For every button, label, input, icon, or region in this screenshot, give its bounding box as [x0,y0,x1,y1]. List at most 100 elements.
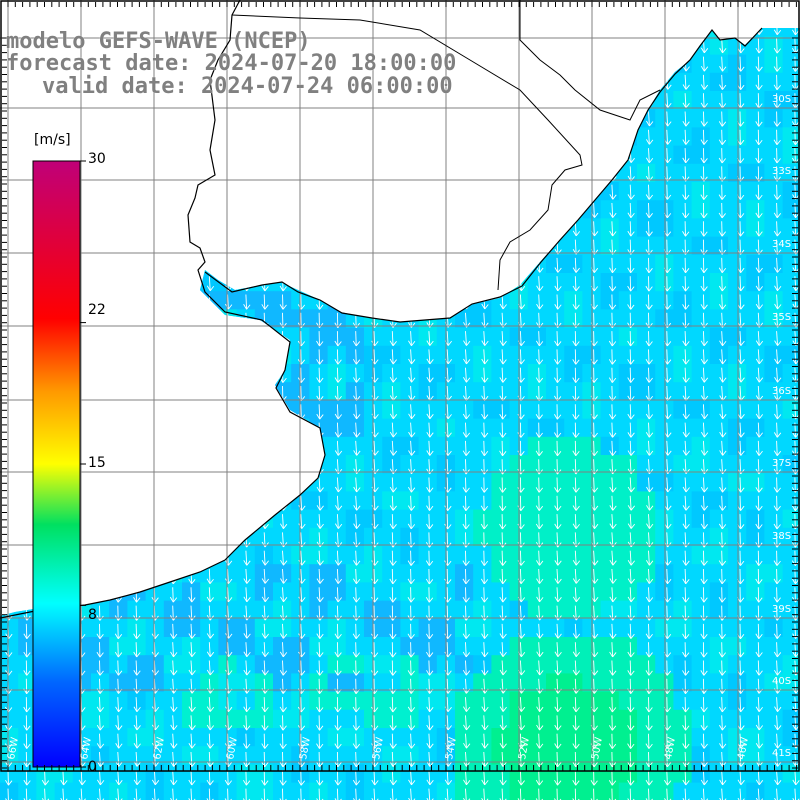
wave-arrow [316,404,324,420]
wave-arrow [279,312,287,328]
wave-arrow [645,623,653,639]
wave-arrow [682,770,690,786]
wave-arrow [389,587,397,603]
wave-arrow [700,733,708,749]
wave-arrow [334,660,342,676]
wave-arrow [682,367,690,383]
wave-arrow [700,349,709,365]
wave-arrow [646,514,654,529]
wave-arrow [755,477,763,493]
wave-arrow [499,349,507,365]
wave-arrow [60,770,68,786]
wave-arrow [352,660,360,676]
wave-arrow [700,202,708,219]
wave-arrow [627,715,635,731]
lat-label: 35S [772,312,791,323]
wave-arrow [718,660,727,676]
wave-arrow [645,568,654,584]
wave-arrow [279,294,287,310]
wave-arrow [609,257,617,274]
lon-label: 50W [590,736,605,760]
wave-arrow [243,660,251,676]
wave-arrow [407,550,415,566]
wave-arrow [499,422,507,438]
wave-arrow [261,770,269,786]
wave-arrow [133,623,141,640]
wave-arrow [554,715,562,731]
wave-arrow [718,276,727,292]
wave-arrow [334,331,342,347]
lon-label: 56W [371,736,386,760]
wave-arrow [755,770,764,786]
wave-arrow [609,422,617,438]
wave-arrow [261,550,269,566]
wave-arrow [572,404,580,420]
wave-arrow [682,129,690,145]
lat-label: 33S [772,166,791,177]
wave-arrow [627,312,635,329]
wave-arrow [773,404,782,420]
wave-arrow [719,440,727,456]
wave-arrow [334,623,342,640]
wave-arrow [206,623,215,639]
wave-arrow [353,422,361,438]
wave-arrow [407,568,415,585]
wave-arrow [719,477,727,493]
wave-arrow [572,495,580,511]
wave-arrow [334,587,342,603]
wave-arrow [718,202,726,219]
wave-arrow [609,623,617,639]
wave-arrow [352,349,361,365]
wave-arrow [408,440,416,456]
wave-arrow [133,770,141,786]
wave-arrow [682,440,690,456]
lat-label: 37S [772,458,791,469]
wave-arrow [243,550,251,566]
wave-arrow [755,221,763,237]
wave-arrow [499,514,507,530]
wave-arrow [682,257,690,274]
wave-arrow [334,495,343,511]
wave-arrow [572,477,580,493]
wave-arrow [426,642,434,658]
wave-arrow [572,587,581,603]
wave-arrow [462,440,470,456]
wave-arrow [645,697,653,713]
wave-arrow [481,623,489,639]
colorbar-tick-label: 8 [88,607,97,623]
wave-arrow [389,733,397,749]
wave-arrow [718,129,727,145]
wave-arrow [608,751,617,768]
wave-arrow [627,477,635,493]
wave-arrow [115,788,123,800]
wave-arrow [206,733,214,749]
wave-arrow [499,312,507,328]
wave-arrow [170,770,178,786]
wave-arrow [700,312,708,328]
wave-arrow [499,568,507,585]
wave-arrow [389,331,397,347]
wave-arrow [682,715,690,731]
wave-arrow [700,477,709,493]
wave-arrow [481,733,489,749]
river-line [519,0,661,121]
wave-arrow [408,367,416,383]
wave-arrow [188,642,196,658]
wave-arrow [389,349,397,365]
colorbar-tick-label: 22 [88,302,106,318]
lon-label: 66W [6,736,21,760]
wave-arrow [352,751,361,768]
wave-arrow [316,660,324,676]
wave-arrow [261,642,269,658]
wave-arrow [608,733,617,749]
wave-arrow [316,642,324,658]
wave-arrow [408,404,416,420]
wave-arrow [645,148,654,164]
wave-arrow [206,697,215,712]
wave-arrow [645,276,653,292]
wave-arrow [463,331,471,346]
wave-arrow [755,56,763,72]
wave-arrow [480,495,489,511]
wave-arrow [316,477,324,493]
